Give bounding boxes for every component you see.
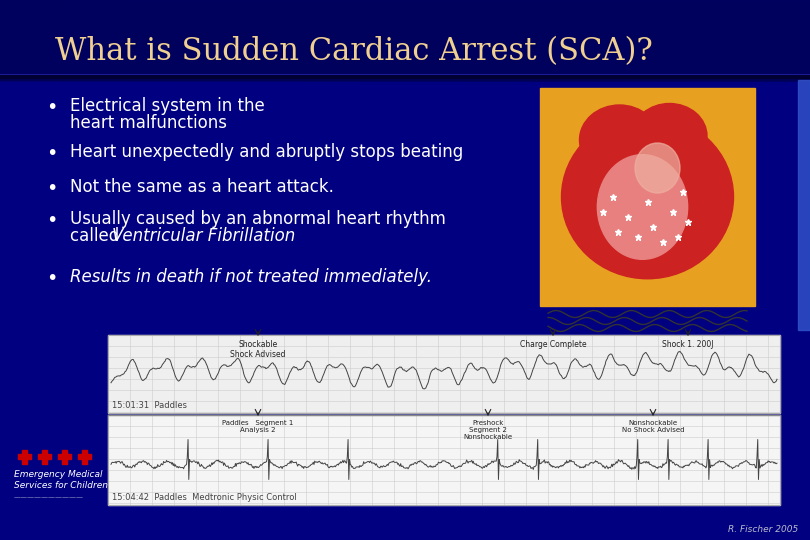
Text: •: •: [46, 211, 58, 230]
Bar: [108, 415, 780, 505]
Ellipse shape: [635, 143, 680, 193]
Text: called: called: [70, 227, 125, 245]
Text: heart malfunctions: heart malfunctions: [70, 114, 227, 132]
Text: Emergency Medical: Emergency Medical: [14, 470, 103, 479]
Text: What is Sudden Cardiac Arrest (SCA)?: What is Sudden Cardiac Arrest (SCA)?: [55, 37, 653, 68]
Text: •: •: [46, 98, 58, 117]
Text: •: •: [46, 179, 58, 198]
Text: Ventricular Fibrillation: Ventricular Fibrillation: [112, 227, 296, 245]
Text: Paddles   Segment 1
Analysis 2: Paddles Segment 1 Analysis 2: [222, 420, 294, 433]
Text: Shockable
Shock Advised: Shockable Shock Advised: [230, 340, 286, 360]
Text: Not the same as a heart attack.: Not the same as a heart attack.: [70, 178, 334, 196]
Ellipse shape: [632, 104, 707, 168]
Bar: [18, 454, 31, 459]
Text: Heart unexpectedly and abruptly stops beating: Heart unexpectedly and abruptly stops be…: [70, 143, 463, 161]
Bar: [0, 0, 810, 75]
Text: Preshock
Segment 2
Nonshockable: Preshock Segment 2 Nonshockable: [463, 420, 513, 440]
Bar: [108, 335, 780, 413]
Bar: [108, 335, 780, 413]
Bar: [798, 80, 810, 330]
Text: •: •: [46, 269, 58, 288]
Text: 15:01:31  Paddles: 15:01:31 Paddles: [112, 401, 187, 410]
Text: Usually caused by an abnormal heart rhythm: Usually caused by an abnormal heart rhyt…: [70, 210, 446, 228]
Bar: [38, 454, 51, 459]
Text: Services for Children: Services for Children: [14, 481, 108, 490]
Bar: [108, 415, 780, 505]
Text: ——————————: ——————————: [14, 494, 84, 500]
Bar: [540, 88, 755, 306]
Text: Electrical system in the: Electrical system in the: [70, 97, 265, 115]
Bar: [82, 450, 87, 464]
Bar: [22, 450, 27, 464]
Ellipse shape: [561, 115, 734, 279]
Bar: [78, 454, 91, 459]
Text: 15:04:42  Paddles  Medtronic Physic Control: 15:04:42 Paddles Medtronic Physic Contro…: [112, 493, 296, 502]
Text: Charge Complete: Charge Complete: [520, 340, 586, 349]
Ellipse shape: [579, 105, 659, 175]
Bar: [58, 454, 71, 459]
Text: Nonshockable
No Shock Advised: Nonshockable No Shock Advised: [622, 420, 684, 433]
Bar: [62, 450, 67, 464]
Text: Results in death if not treated immediately.: Results in death if not treated immediat…: [70, 268, 432, 286]
Text: Shock 1. 200J: Shock 1. 200J: [663, 340, 714, 349]
Text: R. Fischer 2005: R. Fischer 2005: [727, 525, 798, 534]
Bar: [42, 450, 47, 464]
Ellipse shape: [597, 154, 688, 259]
Text: •: •: [46, 144, 58, 163]
